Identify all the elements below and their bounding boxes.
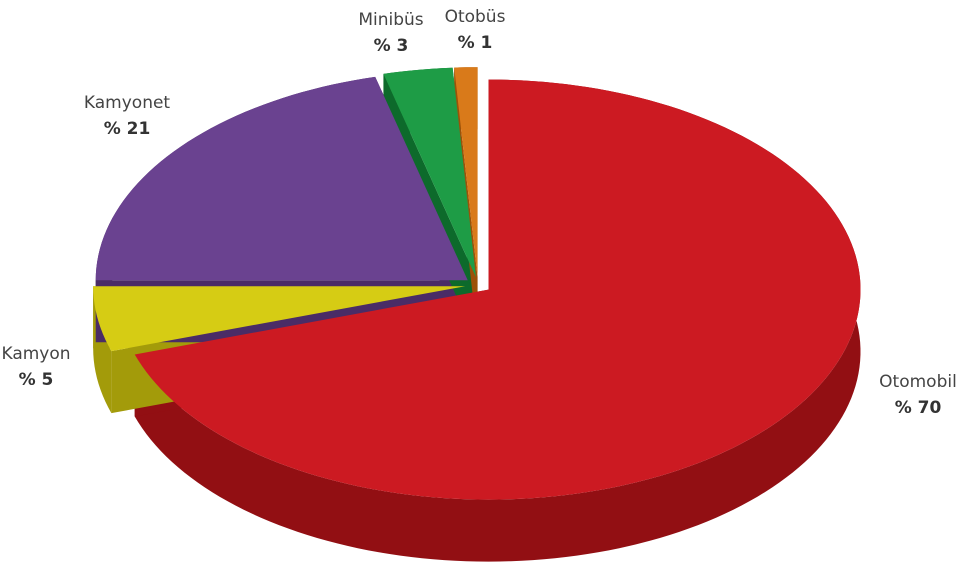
slice-label: Kamyon [1,344,70,364]
slice [134,79,861,500]
slice-label: Otobüs [445,7,506,27]
slice-value-label: % 21 [104,119,151,139]
slice-side [93,286,112,414]
slice [95,76,468,281]
slice-label: Minibüs [358,10,423,30]
slice-tops [93,67,861,500]
slice [93,286,466,352]
slice [383,67,476,278]
slice-label: Kamyonet [84,93,171,113]
slice-value-label: % 5 [19,370,54,390]
slice [454,67,478,278]
slice-label: Otomobil [879,372,957,392]
slice-value-label: % 70 [895,398,942,418]
slice-value-label: % 3 [374,36,409,56]
slice-value-label: % 1 [458,33,493,53]
